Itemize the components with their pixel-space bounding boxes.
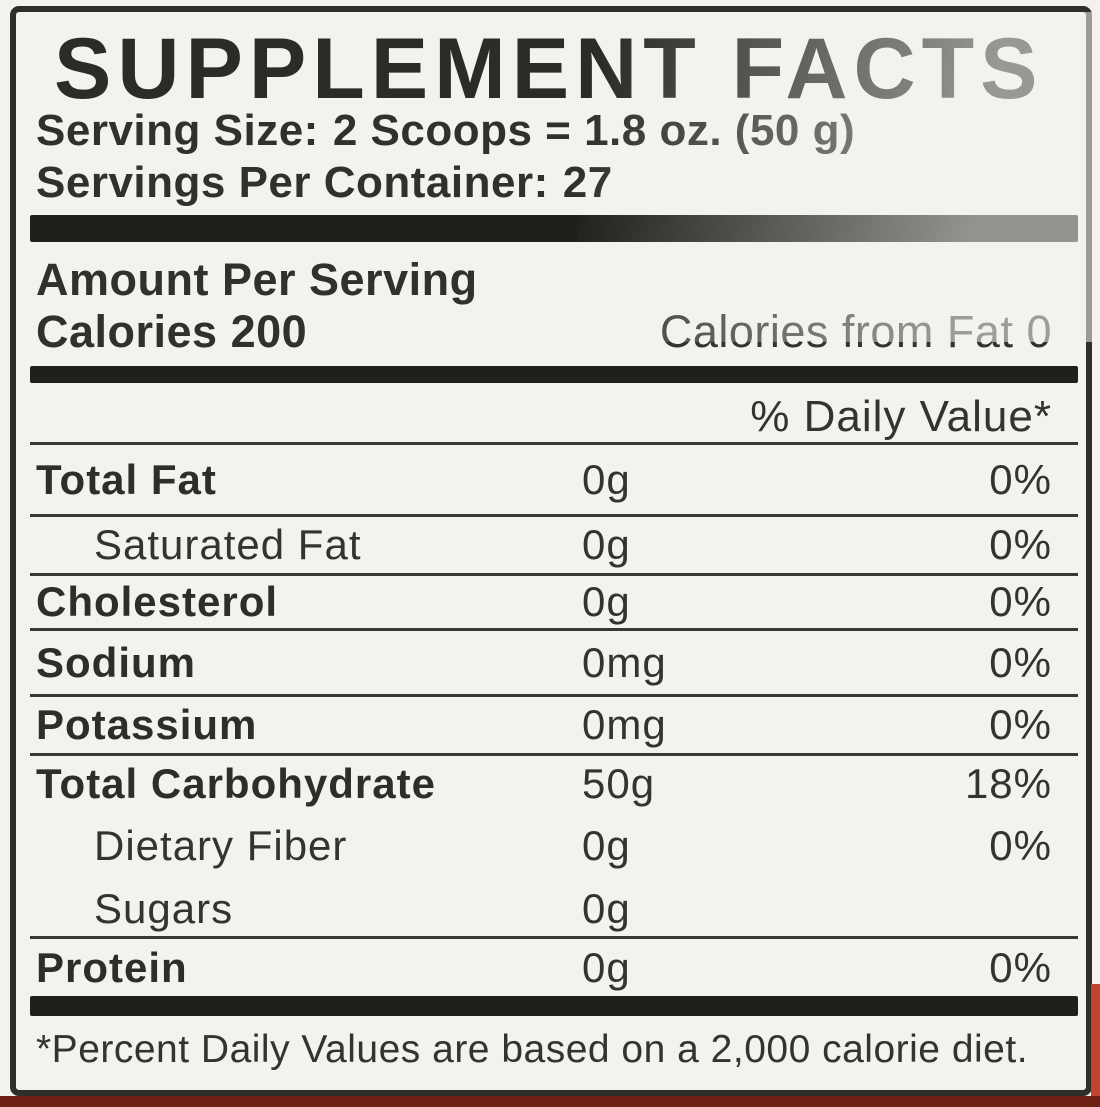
table-row-total-carbohydrate: Total Carbohydrate 50g 18% [30, 753, 1078, 811]
servings-per-container-value: 27 [562, 158, 613, 207]
table-row-sugars: Sugars 0g [30, 881, 1078, 936]
table-row-cholesterol: Cholesterol 0g 0% [30, 573, 1078, 628]
amount-per-serving-heading: Amount Per Serving [36, 254, 478, 305]
calories-from-fat-value: 0 [1026, 306, 1052, 357]
servings-per-container-label: Servings Per Container: [36, 158, 549, 207]
nutrient-amount: 0g [582, 884, 631, 932]
nutrient-name: Potassium [36, 701, 258, 748]
product-background-red-edge [1091, 984, 1100, 1096]
daily-value-footnote: *Percent Daily Values are based on a 2,0… [36, 1028, 1029, 1071]
nutrient-amount: 0mg [582, 701, 667, 748]
table-row-dietary-fiber: Dietary Fiber 0g 0% [30, 811, 1078, 881]
nutrient-daily-value: 18% [964, 759, 1052, 807]
daily-value-header: % Daily Value* [750, 392, 1052, 441]
nutrient-name: Sodium [36, 638, 196, 686]
table-row-protein: Protein 0g 0% [30, 936, 1078, 996]
calories-cell: Calories 200 [36, 306, 307, 358]
nutrient-amount: 0g [582, 455, 631, 503]
calories-value: 200 [230, 306, 308, 357]
nutrient-amount: 50g [582, 759, 656, 807]
supplement-facts-panel: SUPPLEMENT FACTS Serving Size: 2 Scoops =… [10, 6, 1098, 1096]
nutrient-amount: 0mg [582, 638, 667, 686]
section-divider-bar-middle [30, 366, 1078, 383]
calories-from-fat-cell: Calories from Fat 0 [660, 306, 1052, 358]
nutrient-daily-value: 0% [989, 578, 1052, 625]
calories-label: Calories [36, 306, 218, 357]
nutrient-daily-value: 0% [989, 521, 1052, 568]
nutrient-amount: 0g [582, 521, 631, 568]
nutrient-name: Dietary Fiber [94, 822, 348, 869]
table-row-potassium: Potassium 0mg 0% [30, 694, 1078, 753]
servings-per-container-line: Servings Per Container: 27 [36, 158, 613, 208]
nutrient-name: Saturated Fat [94, 521, 362, 568]
nutrient-name: Total Fat [36, 455, 217, 503]
nutrient-name: Protein [36, 943, 188, 991]
product-background-red-strip [0, 1096, 1100, 1107]
nutrient-daily-value: 0% [989, 701, 1052, 748]
table-row-total-fat: Total Fat 0g 0% [30, 442, 1078, 514]
nutrient-name: Sugars [94, 884, 234, 932]
calories-from-fat-label: Calories from Fat [659, 306, 1014, 357]
nutrient-daily-value: 0% [989, 638, 1052, 686]
table-row-saturated-fat: Saturated Fat 0g 0% [30, 514, 1078, 573]
section-divider-bar-top [30, 215, 1078, 242]
table-row-sodium: Sodium 0mg 0% [30, 628, 1078, 694]
panel-title: SUPPLEMENT FACTS [54, 21, 1044, 117]
nutrient-name: Cholesterol [36, 578, 279, 625]
nutrient-amount: 0g [582, 578, 631, 625]
nutrient-daily-value: 0% [989, 455, 1052, 503]
calories-row: Calories 200 Calories from Fat 0 [30, 306, 1078, 358]
panel-content: SUPPLEMENT FACTS Serving Size: 2 Scoops =… [16, 12, 1098, 1090]
nutrient-daily-value: 0% [989, 822, 1052, 869]
nutrient-amount: 0g [582, 943, 631, 991]
nutrient-amount: 0g [582, 822, 631, 869]
nutrient-name: Total Carbohydrate [36, 759, 436, 807]
nutrient-daily-value: 0% [989, 943, 1052, 991]
section-divider-bar-bottom [30, 996, 1078, 1016]
serving-size-label: Serving Size: [36, 106, 319, 155]
nutrient-table: Total Fat 0g 0% Saturated Fat 0g 0% Chol… [30, 442, 1078, 1016]
serving-size-value: 2 Scoops = 1.8 oz. (50 g) [332, 106, 856, 155]
serving-size-line: Serving Size: 2 Scoops = 1.8 oz. (50 g) [36, 106, 855, 156]
